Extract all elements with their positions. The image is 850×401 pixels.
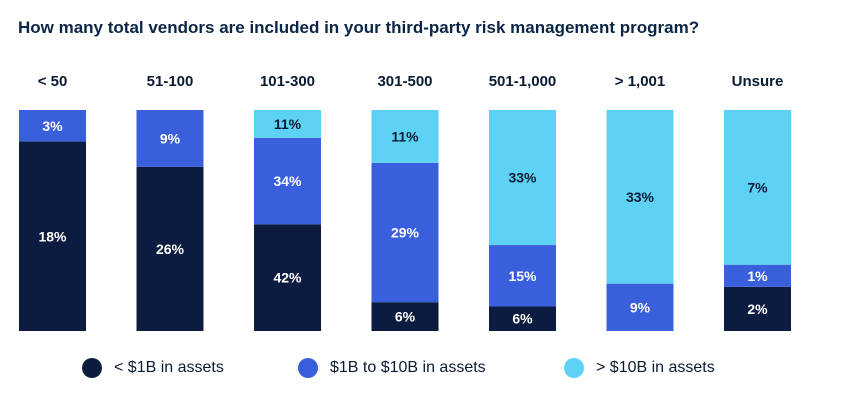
bar-segment-3-1: [371, 162, 439, 303]
category-label-2: 101-300: [260, 73, 315, 90]
data-label-3-1: 29%: [391, 225, 420, 241]
data-label-1-0: 26%: [156, 241, 185, 257]
data-label-0-1: 3%: [42, 118, 63, 134]
data-label-6-0: 2%: [747, 301, 768, 317]
bar-segment-5-2: [606, 110, 674, 284]
data-label-2-2: 11%: [274, 116, 302, 132]
data-label-3-0: 6%: [395, 309, 416, 325]
category-label-6: Unsure: [732, 73, 784, 90]
bar-segment-2-2: [254, 110, 321, 138]
data-label-2-1: 34%: [273, 173, 302, 189]
bar-segment-4-2: [489, 110, 556, 246]
data-label-6-2: 7%: [747, 179, 768, 195]
chart-title: How many total vendors are included in y…: [18, 18, 700, 37]
legend-swatch-1: [298, 358, 318, 378]
bar-segment-0-0: [19, 141, 86, 331]
data-label-1-1: 9%: [160, 130, 181, 146]
legend-item-0: < $1B in assets: [82, 358, 224, 378]
bar-segment-6-2: [724, 110, 791, 265]
data-label-5-2: 33%: [626, 189, 655, 205]
bar-segment-6-1: [724, 264, 791, 287]
data-label-4-2: 33%: [508, 170, 537, 186]
data-label-4-1: 15%: [508, 268, 537, 284]
category-label-5: > 1,001: [615, 73, 665, 90]
bar-segment-3-0: [371, 302, 439, 331]
bar-segment-3-2: [371, 110, 439, 163]
bar-segment-4-1: [489, 245, 556, 307]
category-label-1: 51-100: [147, 73, 194, 90]
bar-segment-2-0: [254, 224, 321, 331]
legend-label-2: > $10B in assets: [596, 359, 715, 376]
category-label-3: 301-500: [377, 73, 432, 90]
data-label-4-0: 6%: [512, 311, 533, 327]
bar-segment-5-1: [606, 283, 674, 331]
data-label-0-0: 18%: [38, 228, 67, 244]
legend-swatch-0: [82, 358, 102, 378]
data-label-6-1: 1%: [747, 268, 768, 284]
bar-segment-6-0: [724, 286, 791, 331]
legend-swatch-2: [564, 358, 584, 378]
bar-segment-2-1: [254, 137, 321, 225]
data-label-3-2: 11%: [391, 128, 419, 144]
data-label-5-1: 9%: [630, 299, 651, 315]
bar-segment-0-1: [19, 110, 86, 142]
bar-segment-1-1: [136, 110, 204, 167]
legend-item-1: $1B to $10B in assets: [298, 358, 486, 378]
bar-segment-4-0: [489, 306, 556, 331]
data-label-2-0: 42%: [273, 270, 302, 286]
legend-label-0: < $1B in assets: [114, 359, 224, 376]
category-label-4: 501-1,000: [489, 73, 557, 90]
category-label-0: < 50: [38, 73, 68, 90]
legend-label-1: $1B to $10B in assets: [330, 359, 486, 376]
legend-item-2: > $10B in assets: [564, 358, 715, 378]
bar-segment-1-0: [136, 166, 204, 331]
